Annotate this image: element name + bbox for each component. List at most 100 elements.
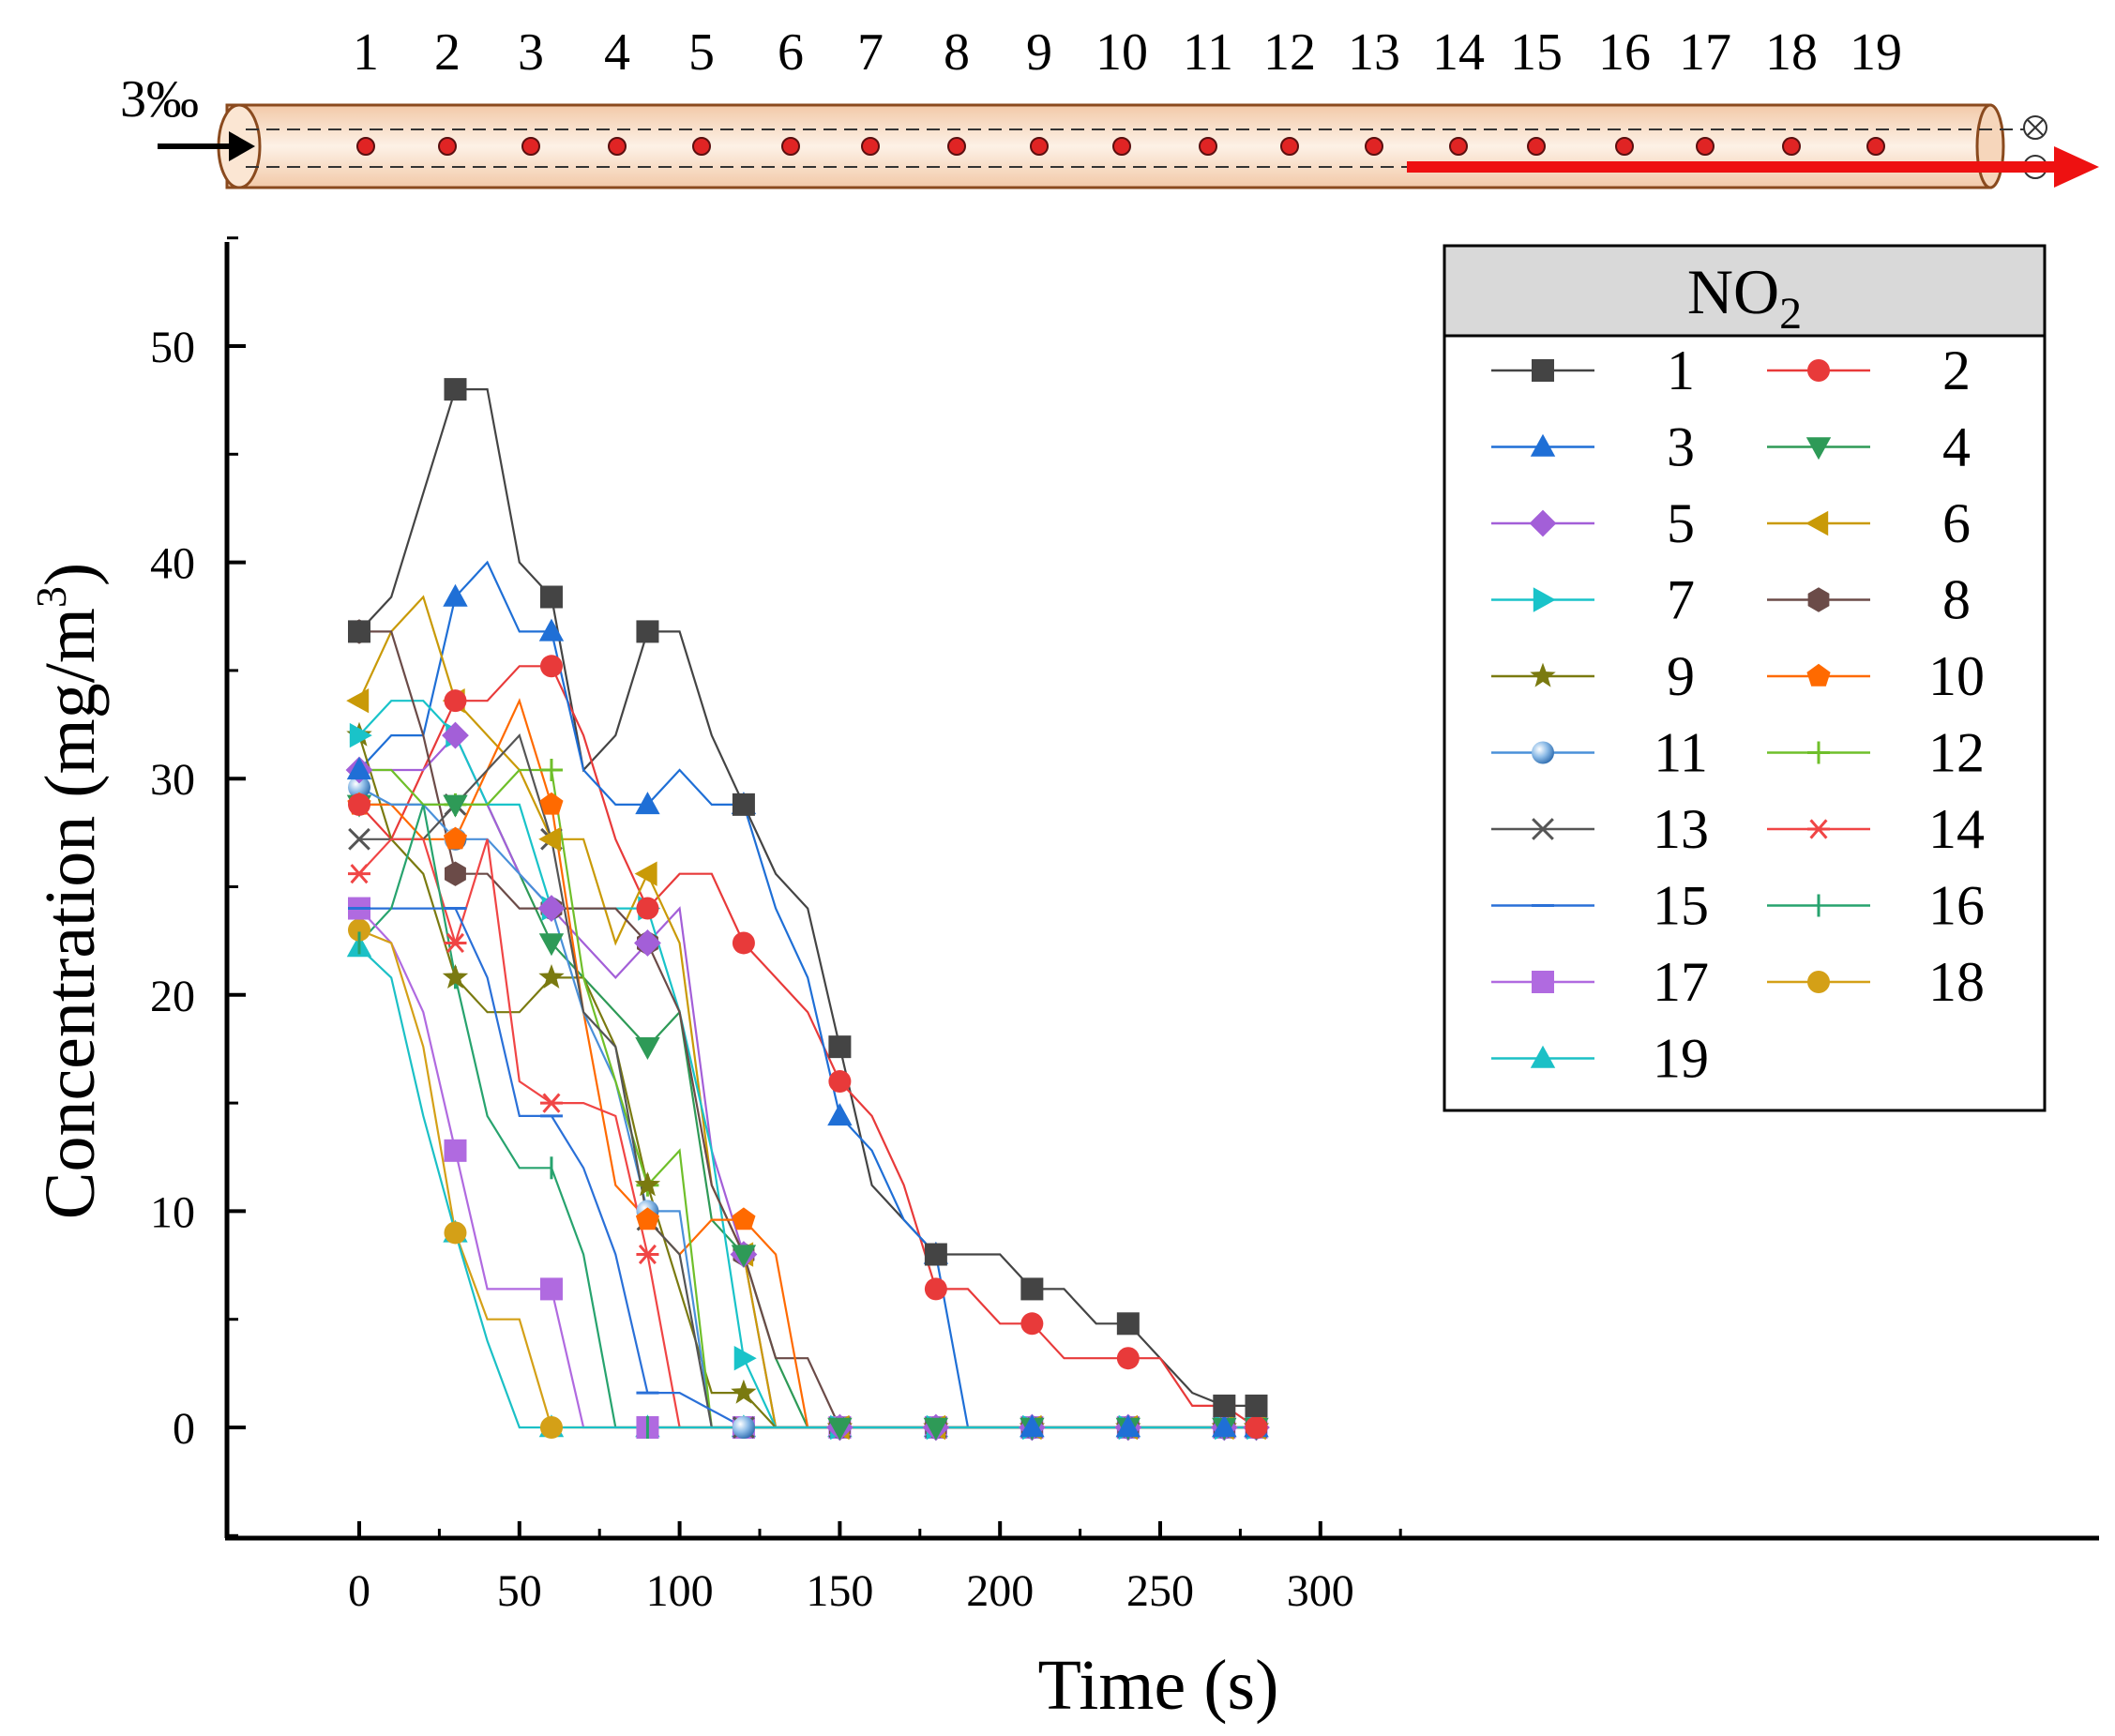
data-point xyxy=(539,1416,563,1439)
series-3 xyxy=(358,560,1257,1429)
tunnel-outlet-end xyxy=(1975,103,2005,189)
data-point xyxy=(634,929,661,957)
series-line xyxy=(359,630,1257,1429)
y-tick-label: 20 xyxy=(150,972,195,1021)
legend-marker xyxy=(1532,971,1554,993)
y-tick-label: 10 xyxy=(150,1187,195,1237)
legend-label: 19 xyxy=(1653,1028,1709,1090)
data-point xyxy=(346,687,370,714)
legend-marker xyxy=(1530,1045,1556,1068)
data-point xyxy=(348,864,370,884)
sensor-dot xyxy=(781,137,800,156)
sensor-label: 5 xyxy=(688,23,715,82)
sensor-dot xyxy=(1365,137,1383,156)
legend-item: 10 xyxy=(1767,645,1985,707)
data-point xyxy=(442,964,469,989)
sensor-dot xyxy=(1615,137,1634,156)
legend-item: 17 xyxy=(1491,951,1709,1013)
legend-header xyxy=(1443,244,2047,338)
sensor-dot xyxy=(1782,137,1801,156)
legend-marker xyxy=(1533,587,1556,612)
inlet-arrow-head-icon xyxy=(229,131,255,161)
legend-marker xyxy=(1532,359,1554,382)
sensor-dot xyxy=(692,137,711,156)
x-tick-label: 100 xyxy=(646,1566,714,1616)
legend-label: 2 xyxy=(1942,340,1971,401)
data-point xyxy=(442,721,469,749)
legend-item: 11 xyxy=(1491,722,1708,784)
sensor-dot xyxy=(1866,137,1885,156)
data-point xyxy=(346,757,372,780)
legend-label: 17 xyxy=(1653,951,1709,1013)
legend-item: 8 xyxy=(1767,569,1971,631)
sensor-label: 19 xyxy=(1850,23,1902,82)
inlet-label: 3‰ xyxy=(120,70,199,128)
data-point xyxy=(538,618,565,642)
y-axis-title-sup: 3 xyxy=(27,586,75,608)
legend-label: 4 xyxy=(1942,416,1971,478)
sensor-dot xyxy=(1527,137,1546,156)
sensor-label: 4 xyxy=(604,23,630,82)
data-point xyxy=(348,827,370,851)
data-point xyxy=(539,1277,563,1301)
airflow-arrow-head-icon xyxy=(2054,146,2099,188)
data-point xyxy=(828,1070,852,1094)
legend-title-sub: 2 xyxy=(1779,289,1802,339)
legend-marker xyxy=(1807,587,1830,612)
data-point xyxy=(443,794,468,818)
data-point xyxy=(731,1245,757,1268)
sensor-dot xyxy=(608,137,627,156)
data-point xyxy=(444,932,467,954)
y-tick-label: 50 xyxy=(150,323,195,372)
x-tick-label: 200 xyxy=(966,1566,1034,1616)
plot-area xyxy=(345,378,1270,1442)
legend-item: 5 xyxy=(1491,492,1695,554)
legend-label: 16 xyxy=(1928,875,1985,937)
legend-marker xyxy=(1530,433,1556,457)
legend-label: 8 xyxy=(1942,569,1971,631)
sensor-label: 17 xyxy=(1679,23,1731,82)
data-point xyxy=(732,793,755,816)
x-tick-label: 300 xyxy=(1287,1566,1354,1616)
data-point xyxy=(445,861,466,886)
data-point xyxy=(348,620,370,643)
series-line xyxy=(358,388,1257,1408)
plot-frame: 0 50 100 150 200 250 300 0 10 20 30 40 50 xyxy=(150,236,2099,1616)
data-point xyxy=(731,1379,757,1404)
data-point xyxy=(923,1417,949,1441)
legend-label: 3 xyxy=(1667,416,1695,478)
data-point xyxy=(732,931,755,955)
y-tick-label: 0 xyxy=(173,1404,195,1454)
data-point xyxy=(827,1103,853,1126)
series-14 xyxy=(358,838,1257,1429)
legend-marker xyxy=(1529,509,1557,537)
legend-item: 12 xyxy=(1767,722,1985,784)
data-point xyxy=(348,918,370,942)
sensor-label: 18 xyxy=(1765,23,1818,82)
legend-item: 16 xyxy=(1767,875,1985,937)
sensor-label: 13 xyxy=(1348,23,1400,82)
data-point xyxy=(539,585,563,609)
data-point xyxy=(634,1171,661,1197)
data-point xyxy=(635,1207,659,1230)
legend-marker xyxy=(1532,741,1554,764)
legend-marker xyxy=(1807,819,1830,839)
legend-item: 15 xyxy=(1491,875,1709,937)
legend-title: NO2 xyxy=(1687,256,1802,339)
data-point xyxy=(537,895,566,922)
sensor-label: 9 xyxy=(1026,23,1052,82)
data-point xyxy=(636,1244,659,1265)
data-point xyxy=(635,792,660,815)
y-tick-label: 30 xyxy=(150,755,195,805)
sensor-dot xyxy=(1030,137,1049,156)
data-point xyxy=(443,583,468,607)
x-tick-label: 0 xyxy=(348,1566,370,1616)
data-point xyxy=(1020,1312,1044,1336)
data-point xyxy=(349,722,372,748)
data-point xyxy=(539,758,563,781)
data-point xyxy=(1020,1414,1045,1438)
sensor-label: 1 xyxy=(353,23,379,82)
legend-item: 18 xyxy=(1767,951,1985,1013)
